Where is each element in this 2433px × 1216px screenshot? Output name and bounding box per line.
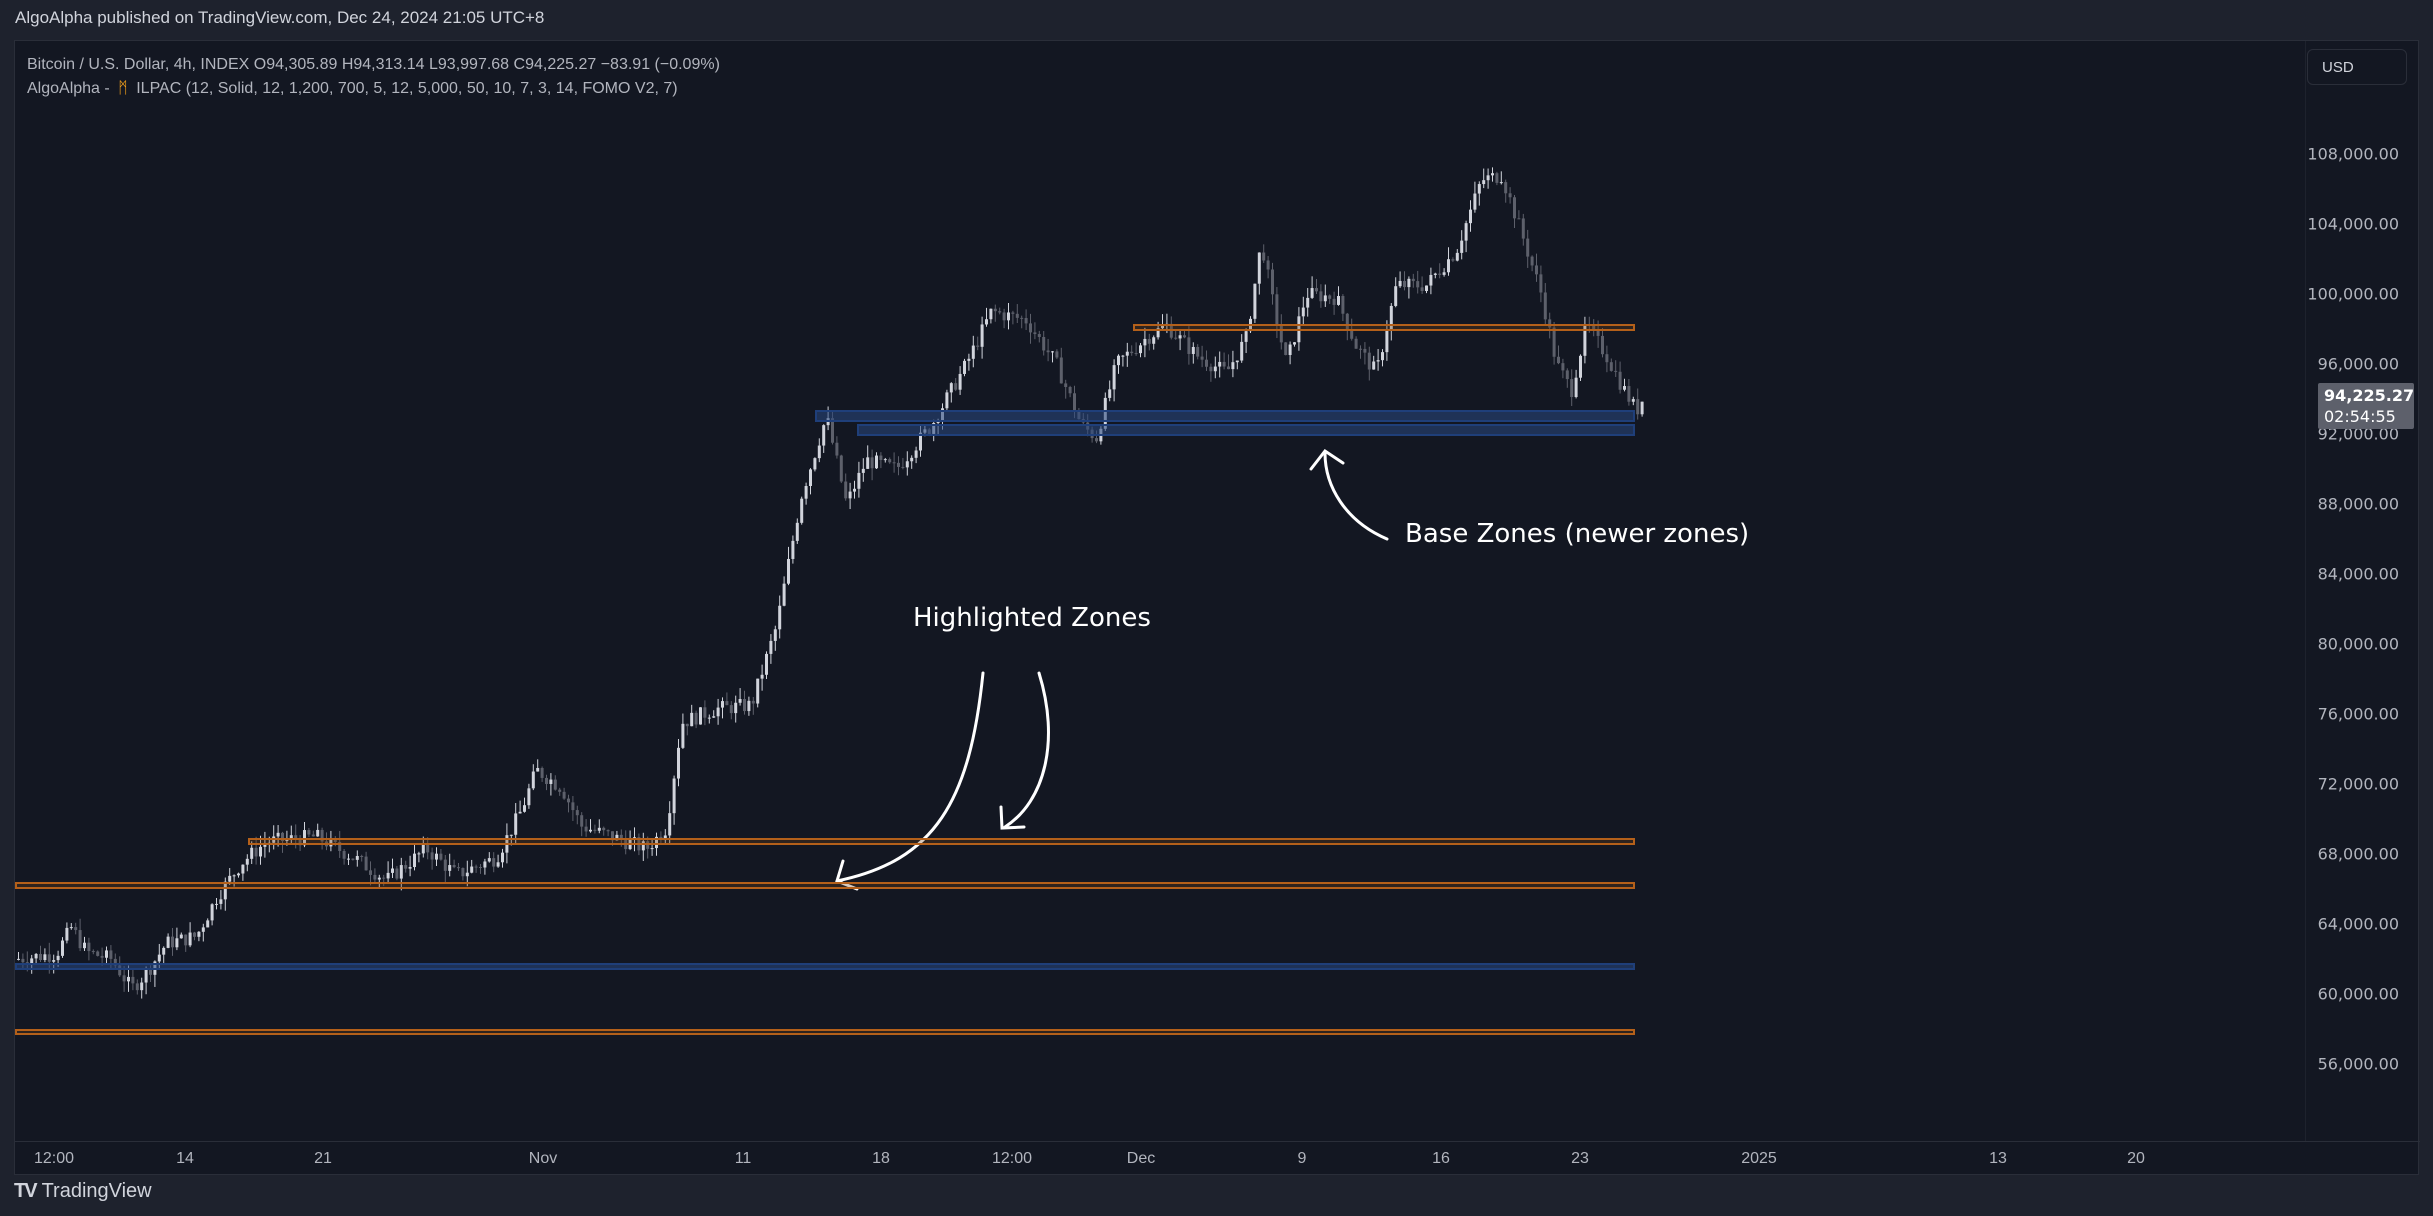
- time-tick: 11: [734, 1150, 752, 1167]
- tradingview-brand: TradingView: [41, 1180, 152, 1202]
- arrow-icon: [1309, 448, 1389, 541]
- arrow-icon: [999, 671, 1050, 830]
- zone-orange-68k: [248, 838, 1635, 846]
- time-tick: 12:00: [33, 1150, 75, 1167]
- chart-plot-area[interactable]: Highlighted Zones Base Zones (newer zones…: [15, 41, 2305, 1141]
- price-tick: 56,000.00: [2317, 1054, 2399, 1074]
- price-tick: 96,000.00: [2317, 354, 2399, 374]
- symbol-info: Bitcoin / U.S. Dollar, 4h, INDEX O94,305…: [27, 56, 720, 73]
- price-axis[interactable]: USD 108,000.00 104,000.00 100,000.00 96,000…: [2305, 41, 2421, 1141]
- price-tick: 100,000.00: [2307, 284, 2399, 304]
- price-tick: 104,000.00: [2307, 214, 2399, 234]
- time-axis[interactable]: 12:00 14 21 Nov 11 18 12:00 Dec 9 16 23 2025 13 20: [15, 1141, 2420, 1177]
- publish-line: AlgoAlpha published on TradingView.com, …: [15, 8, 545, 27]
- last-price-label: 94,225.27 02:54:55: [2318, 383, 2415, 430]
- time-tick: Nov: [528, 1150, 558, 1167]
- time-tick: 9: [1297, 1150, 1307, 1167]
- chart-frame: Highlighted Zones Base Zones (newer zones…: [14, 40, 2421, 1177]
- zone-orange-top: [1133, 323, 1635, 331]
- time-tick: 20: [2127, 1150, 2145, 1167]
- time-tick: Dec: [1126, 1150, 1156, 1167]
- price-tick: 108,000.00: [2307, 144, 2399, 164]
- zone-orange-66k: [15, 882, 1635, 889]
- price-tick: 72,000.00: [2317, 774, 2399, 794]
- chart-legend: Bitcoin / U.S. Dollar, 4h, INDEX O94,305…: [27, 53, 720, 101]
- time-tick: 2025: [1741, 1150, 1777, 1167]
- time-tick: 18: [872, 1150, 890, 1167]
- candlestick-chart[interactable]: [15, 41, 2305, 1141]
- annotation-base-zones: Base Zones (newer zones): [1405, 519, 1750, 549]
- time-tick: 21: [314, 1150, 332, 1167]
- wave-icon: ᛗ: [118, 80, 128, 97]
- price-tick: 80,000.00: [2317, 634, 2399, 654]
- time-tick: 13: [1989, 1150, 2007, 1167]
- annotation-highlighted-zones: Highlighted Zones: [913, 603, 1151, 633]
- indicator-author: AlgoAlpha -: [27, 80, 115, 97]
- arrow-icon: [835, 671, 985, 891]
- time-tick: 12:00: [991, 1150, 1033, 1167]
- time-tick: 16: [1432, 1150, 1450, 1167]
- zone-blue-61k: [15, 962, 1635, 970]
- currency-button[interactable]: USD: [2307, 49, 2407, 85]
- zone-orange-58k: [15, 1029, 1635, 1035]
- zone-blue-base-1: [815, 409, 1635, 422]
- last-price-value: 94,225.27: [2324, 386, 2415, 406]
- time-tick: 14: [176, 1150, 194, 1167]
- price-tick: 64,000.00: [2317, 914, 2399, 934]
- price-tick: 76,000.00: [2317, 704, 2399, 724]
- indicator-params: ILPAC (12, Solid, 12, 1,200, 700, 5, 12,…: [131, 80, 678, 97]
- price-tick: 88,000.00: [2317, 494, 2399, 514]
- indicator-info[interactable]: AlgoAlpha - ᛗ ILPAC (12, Solid, 12, 1,20…: [27, 77, 720, 101]
- time-tick: 23: [1571, 1150, 1589, 1167]
- zone-blue-base-2: [857, 423, 1635, 436]
- price-tick: 60,000.00: [2317, 984, 2399, 1004]
- tradingview-logo[interactable]: TV TradingView: [14, 1180, 152, 1203]
- bar-countdown: 02:54:55: [2324, 407, 2396, 427]
- price-tick: 68,000.00: [2317, 844, 2399, 864]
- price-tick: 84,000.00: [2317, 564, 2399, 584]
- tradingview-logo-icon: TV: [14, 1180, 38, 1202]
- price-tick: 92,000.00: [2317, 424, 2399, 444]
